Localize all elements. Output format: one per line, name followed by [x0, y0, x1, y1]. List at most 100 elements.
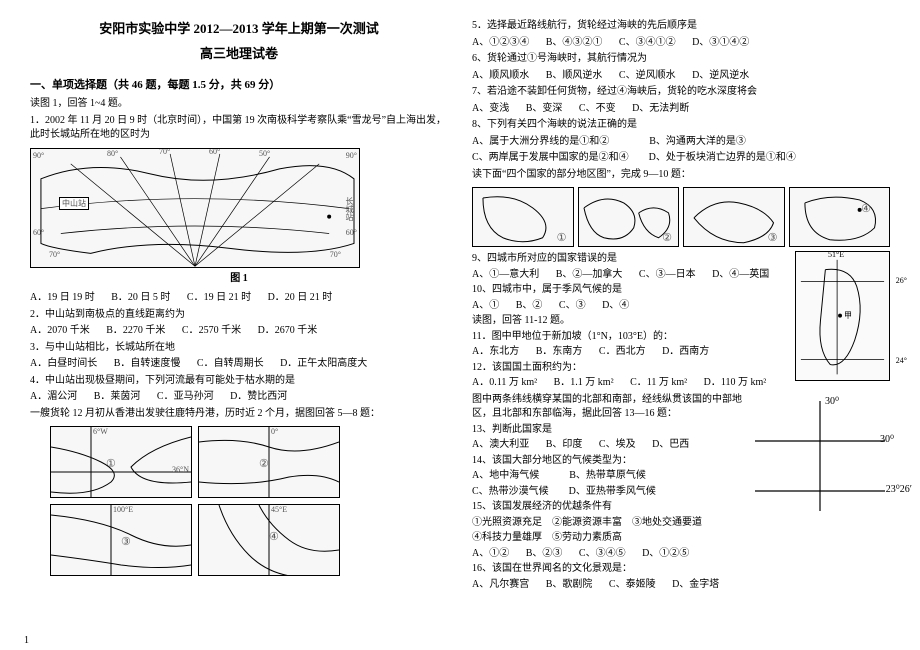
s4-num: ④ [269, 530, 279, 543]
q4-stem: 4．中山站出现极昼期间，下列河流最有可能处于枯水期的是 [30, 374, 448, 389]
q9-12-block: 9、四城市所对应的国家错误的是 A、①—意大利 B、②—加拿大 C、③—日本 D… [472, 251, 890, 392]
q1-options: A．19 日 19 时 B．20 日 5 时 C．19 日 21 时 D．20 … [30, 291, 448, 306]
q5-opt-c: C、③④①② [619, 36, 676, 51]
lon-90w: 90° [33, 151, 44, 160]
strait-map-3: 100°E ③ [50, 504, 192, 576]
q9-opt-c: C、③—日本 [639, 268, 696, 283]
q16-opt-d: D、金字塔 [672, 578, 719, 593]
figure-1-map: 90° 80° 70° 60° 50° 90° 中山站 长城站 60° 70° … [30, 148, 360, 268]
q13-opt-c: C、埃及 [599, 438, 636, 453]
island-lon: 51°E [828, 250, 844, 259]
c3-num: ③ [768, 231, 778, 244]
q2-opt-c: C．2570 千米 [182, 324, 241, 339]
q3-opt-a: A．白昼时间长 [30, 357, 97, 372]
coord-lat2326: 23⁰26′ [886, 484, 912, 495]
q4-options: A．湄公河 B．莱茵河 C．亚马孙河 D．赞比西河 [30, 390, 448, 405]
intro-fig1: 读图 1，回答 1~4 题。 [30, 97, 448, 112]
q4-opt-b: B．莱茵河 [94, 390, 141, 405]
q5-options: A、①②③④ B、④③②① C、③④①② D、③①④② [472, 36, 890, 51]
right-column: 5．选择最近路线航行，货轮经过海峡的先后顺序是 A、①②③④ B、④③②① C、… [460, 18, 896, 642]
q11-opt-d: D．西南方 [662, 345, 709, 360]
country-map-1: ① [472, 187, 574, 247]
q8-line1: A、属于大洲分界线的是①和② B、沟通两大洋的是③ [472, 135, 890, 150]
island-lat24: 24° [896, 356, 907, 365]
q13-opt-d: D、巴西 [652, 438, 689, 453]
q13-stem: 13、判断此国家是 [472, 423, 744, 438]
q13-opt-b: B、印度 [546, 438, 583, 453]
q7-opt-a: A、变浅 [472, 102, 509, 117]
q3-stem: 3．与中山站相比，长城站所在地 [30, 341, 448, 356]
strait-map-4: 45°E ④ [198, 504, 340, 576]
q11-stem: 11．图中甲地位于新加坡（1°N，103°E）的： [472, 330, 789, 345]
q3-opt-d: D．正午太阳高度大 [280, 357, 367, 372]
q9-options: A、①—意大利 B、②—加拿大 C、③—日本 D、④—英国 [472, 268, 789, 283]
q14-line1: A、地中海气候 B、热带草原气候 [472, 469, 744, 484]
q4-opt-d: D．赞比西河 [230, 390, 287, 405]
country-map-2: ② [578, 187, 680, 247]
intro-11-12: 读图，回答 11-12 题。 [472, 314, 789, 329]
q9-opt-a: A、①—意大利 [472, 268, 539, 283]
strait-map-2: 0° ② [198, 426, 340, 498]
q1-opt-d: D．20 日 21 时 [268, 291, 333, 306]
s1-lon: 6°W [93, 427, 108, 436]
q13-16-block: 图中两条纬线横穿某国的北部和南部，经线纵贯该国的中部地区，且北部和东部临海，据此… [472, 392, 890, 594]
strait-maps: 6°W 36°N ① 0° ② 100°E ③ 45°E ④ [50, 426, 340, 576]
q15-opt-d: D、①②⑤ [642, 547, 689, 562]
island-lat26: 26° [896, 276, 907, 285]
q5-opt-d: D、③①④② [692, 36, 749, 51]
s2-lon: 0° [271, 427, 278, 436]
q13-opt-a: A、澳大利亚 [472, 438, 529, 453]
coord-lat30: 30⁰ [880, 434, 894, 445]
q6-opt-c: C、逆风顺水 [619, 69, 676, 84]
q9-opt-d: D、④—英国 [712, 268, 769, 283]
island-jia: 甲 [844, 310, 852, 321]
q9-opt-b: B、②—加拿大 [556, 268, 623, 283]
lon-60: 60° [209, 148, 220, 156]
coord-lon30: 30⁰ [825, 396, 839, 407]
q4-opt-c: C．亚马孙河 [157, 390, 214, 405]
q11-opt-b: B．东南方 [536, 345, 583, 360]
s2-num: ② [259, 457, 269, 470]
q3-opt-b: B．自转速度慢 [114, 357, 181, 372]
q11-opt-c: C．西北方 [599, 345, 646, 360]
lon-90e: 90° [346, 151, 357, 160]
lon-50: 50° [259, 149, 270, 158]
q10-opt-c: C、③ [559, 299, 586, 314]
section-1-heading: 一、单项选择题（共 46 题，每题 1.5 分，共 69 分） [30, 76, 448, 92]
q7-opt-d: D、无法判断 [632, 102, 689, 117]
label-zhongshan: 中山站 [59, 197, 89, 210]
q14-stem: 14、该国大部分地区的气候类型为： [472, 454, 744, 469]
q6-opt-b: B、顺风逆水 [546, 69, 603, 84]
q10-options: A、① B、② C、③ D、④ [472, 299, 789, 314]
q15-line1: ①光照资源充足 ②能源资源丰富 ③地处交通要道 [472, 516, 744, 531]
q3-opt-c: C．自转周期长 [197, 357, 264, 372]
figure-1-caption: 图 1 [30, 272, 448, 287]
q15-opt-b: B、②③ [526, 547, 563, 562]
exam-title-2: 高三地理试卷 [30, 43, 448, 62]
q2-opt-d: D．2670 千米 [258, 324, 318, 339]
lat-60b: 60° [346, 228, 357, 237]
q2-stem: 2．中山站到南极点的直线距离约为 [30, 308, 448, 323]
q6-options: A、顺风顺水 B、顺风逆水 C、逆风顺水 D、逆风逆水 [472, 69, 890, 84]
q12-opt-c: C．11 万 km² [630, 376, 687, 391]
intro-four-countries: 读下面“四个国家的部分地区图”，完成 9—10 题： [472, 168, 890, 183]
q1-opt-b: B．20 日 5 时 [111, 291, 170, 306]
q10-stem: 10、四城市中，属于季风气候的是 [472, 283, 789, 298]
c4-num: ④ [861, 202, 871, 215]
q11-options: A．东北方 B．东南方 C．西北方 D．西南方 [472, 345, 789, 360]
c1-num: ① [557, 231, 567, 244]
q15-line2: ④科技力量雄厚 ⑤劳动力素质高 [472, 531, 744, 546]
lat-60a: 60° [33, 228, 44, 237]
q16-opt-c: C、泰姬陵 [609, 578, 656, 593]
lat-70b: 70° [330, 250, 341, 259]
s1-lat: 36°N [172, 465, 189, 474]
c2-num: ② [662, 231, 672, 244]
q15-opt-a: A、①② [472, 547, 509, 562]
q10-opt-b: B、② [516, 299, 543, 314]
q16-opt-b: B、歌剧院 [546, 578, 593, 593]
q1-opt-a: A．19 日 19 时 [30, 291, 95, 306]
q6-opt-d: D、逆风逆水 [692, 69, 749, 84]
left-column: 安阳市实验中学 2012—2013 学年上期第一次测试 高三地理试卷 一、单项选… [24, 18, 460, 642]
q13-options: A、澳大利亚 B、印度 C、埃及 D、巴西 [472, 438, 744, 453]
q14-line2: C、热带沙漠气候 D、亚热带季风气候 [472, 485, 744, 500]
